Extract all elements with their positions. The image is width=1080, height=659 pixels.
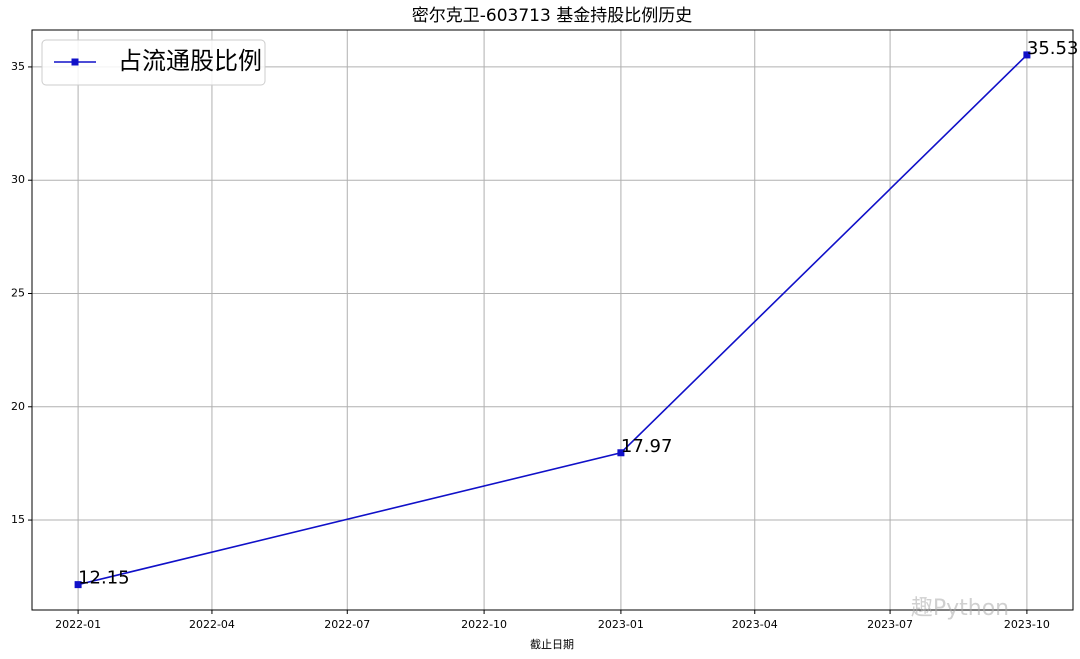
- y-tick-label: 35: [11, 60, 25, 73]
- data-label: 35.53: [1027, 38, 1079, 59]
- x-tick-label: 2023-01: [598, 618, 644, 631]
- x-tick-label: 2023-10: [1004, 618, 1050, 631]
- y-tick-label: 15: [11, 513, 25, 526]
- y-tick-label: 20: [11, 400, 25, 413]
- x-tick-label: 2023-07: [867, 618, 913, 631]
- axes-frame: [31, 29, 1074, 611]
- marker: [74, 581, 82, 589]
- marker: [1023, 51, 1031, 59]
- x-tick-label: 2022-04: [189, 618, 235, 631]
- y-tick-label: 25: [11, 286, 25, 299]
- legend-label: 占流通股比例: [118, 47, 262, 75]
- y-tick-label: 30: [11, 173, 25, 186]
- legend-box: [41, 39, 266, 86]
- legend-marker: [71, 58, 79, 66]
- plot-area: 15 20 25 30 35 2022-01 2022-04 2022-07 2022-10 20…: [11, 29, 1079, 631]
- x-tick-label: 2022-10: [461, 618, 507, 631]
- x-tick-label: 2023-04: [732, 618, 778, 631]
- x-axis-label: 截止日期: [530, 637, 574, 651]
- data-label: 12.15: [78, 568, 130, 589]
- legend: 占流通股比例: [41, 39, 266, 86]
- x-tick-label: 2022-01: [55, 618, 101, 631]
- chart-title: 密尔克卫-603713 基金持股比例历史: [412, 6, 692, 26]
- watermark: 趣Python: [911, 596, 1009, 621]
- marker: [617, 449, 625, 457]
- x-tick-label: 2022-07: [324, 618, 370, 631]
- data-label: 17.97: [621, 436, 673, 457]
